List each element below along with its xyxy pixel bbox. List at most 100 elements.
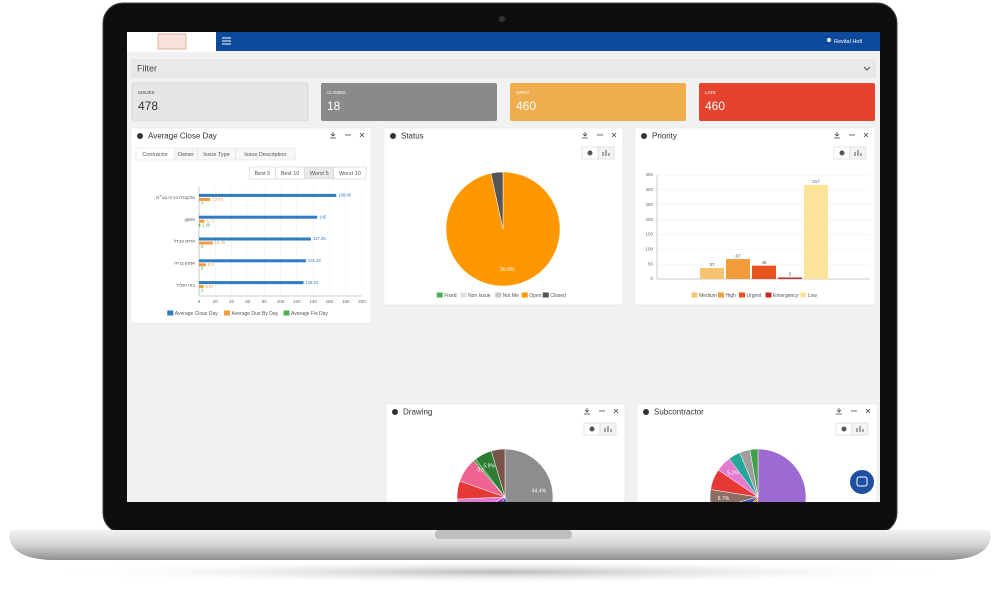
widget-panel bbox=[130, 127, 372, 324]
data-label: 168.45 bbox=[338, 193, 351, 198]
more-icon[interactable] bbox=[851, 410, 853, 412]
data-label: 8.5 bbox=[208, 262, 214, 267]
legend-swatch bbox=[436, 292, 443, 298]
user-name[interactable]: Revital Hofi bbox=[834, 39, 862, 45]
bar bbox=[199, 215, 318, 219]
y-tick-label: אמנון בנייה bbox=[174, 260, 195, 265]
widget-title: Subcontractor bbox=[654, 408, 704, 417]
data-label: 67 bbox=[735, 253, 741, 258]
chat-button[interactable] bbox=[850, 470, 874, 494]
widget-icon bbox=[390, 133, 396, 139]
legend-label: Average Due By Day bbox=[232, 311, 279, 317]
data-label: 5.67 bbox=[206, 284, 215, 289]
filter-button[interactable] bbox=[333, 166, 367, 180]
more-icon[interactable] bbox=[599, 134, 601, 136]
x-tick-label: 100 bbox=[277, 299, 285, 304]
more-icon[interactable] bbox=[349, 134, 351, 136]
bar-toggle-icon bbox=[604, 426, 612, 432]
bar-toggle-icon bbox=[602, 150, 610, 156]
data-label: 5 bbox=[789, 272, 792, 277]
data-label: 13.92 bbox=[212, 197, 223, 202]
close-icon[interactable] bbox=[613, 408, 619, 414]
more-icon[interactable] bbox=[599, 410, 601, 412]
download-icon[interactable] bbox=[836, 408, 842, 415]
more-icon[interactable] bbox=[851, 134, 853, 136]
close-icon[interactable] bbox=[359, 132, 365, 138]
user-icon bbox=[827, 38, 831, 42]
card-value: 18 bbox=[327, 99, 341, 113]
x-tick-label: 200 bbox=[358, 299, 366, 304]
bar bbox=[752, 265, 776, 279]
data-label: 5.2% bbox=[727, 471, 739, 477]
more-icon[interactable] bbox=[603, 410, 605, 412]
legend-label: Closed bbox=[550, 293, 566, 299]
more-icon[interactable] bbox=[597, 134, 599, 136]
legend-label: Urgent bbox=[747, 293, 763, 299]
y-tick-label: 350 bbox=[645, 172, 653, 177]
data-label: 317 bbox=[812, 179, 820, 184]
close-icon[interactable] bbox=[863, 132, 869, 138]
pie-slice bbox=[490, 171, 504, 230]
more-icon[interactable] bbox=[849, 134, 851, 136]
data-label: 96.6% bbox=[500, 267, 515, 273]
download-icon[interactable] bbox=[584, 408, 590, 415]
more-icon[interactable] bbox=[601, 410, 603, 412]
x-tick-label: 40 bbox=[229, 299, 235, 304]
widget-icon bbox=[641, 133, 647, 139]
legend-swatch bbox=[521, 292, 528, 298]
pie-toggle-icon bbox=[841, 426, 847, 432]
y-tick-label: 50 bbox=[648, 261, 654, 266]
bar bbox=[778, 277, 802, 279]
x-tick-label: 140 bbox=[309, 299, 317, 304]
widget-title: Average Close Day bbox=[148, 132, 217, 141]
button-label: Worst 10 bbox=[339, 171, 361, 177]
stat-card bbox=[510, 83, 686, 121]
legend-label: Non Issue bbox=[468, 293, 491, 299]
pie-slice bbox=[738, 496, 759, 502]
data-label: 0 bbox=[201, 201, 204, 206]
close-icon[interactable] bbox=[865, 408, 871, 414]
y-tick-label: 100 bbox=[645, 246, 653, 251]
data-label: 16.75 bbox=[215, 240, 226, 245]
legend-swatch bbox=[542, 292, 549, 298]
more-icon[interactable] bbox=[853, 410, 855, 412]
data-label: 128.22 bbox=[305, 280, 318, 285]
data-label: 131.18 bbox=[308, 258, 321, 263]
more-icon[interactable] bbox=[601, 134, 603, 136]
close-icon[interactable] bbox=[611, 132, 617, 138]
card-label: OPEN bbox=[516, 90, 529, 95]
widget-icon bbox=[392, 409, 398, 415]
legend-swatch bbox=[460, 292, 467, 298]
data-label: 37 bbox=[709, 262, 715, 267]
pie-slice bbox=[749, 448, 759, 498]
legend-swatch bbox=[718, 292, 724, 298]
bar-toggle-icon bbox=[854, 150, 862, 156]
button-label: Worst 5 bbox=[310, 171, 329, 177]
more-icon[interactable] bbox=[855, 410, 857, 412]
chat-icon bbox=[856, 476, 868, 487]
y-tick-label: אחים עבדל bbox=[174, 239, 196, 244]
bar bbox=[804, 184, 828, 279]
legend-swatch bbox=[224, 310, 230, 316]
data-label: 0 bbox=[201, 288, 204, 293]
bar bbox=[199, 219, 205, 223]
bar bbox=[199, 223, 201, 227]
more-icon[interactable] bbox=[345, 134, 347, 136]
download-icon[interactable] bbox=[834, 132, 840, 139]
more-icon[interactable] bbox=[853, 134, 855, 136]
data-label: 1.46 bbox=[202, 222, 211, 227]
more-icon[interactable] bbox=[347, 134, 349, 136]
download-icon[interactable] bbox=[330, 132, 336, 139]
download-icon[interactable] bbox=[582, 132, 588, 139]
tab[interactable] bbox=[235, 147, 296, 161]
notch bbox=[435, 530, 572, 539]
pie-slice bbox=[491, 448, 506, 498]
legend-label: Average Close Day bbox=[175, 311, 218, 317]
laptop-base bbox=[9, 530, 991, 560]
pie-slice bbox=[495, 496, 506, 502]
legend-label: Average Fix Day bbox=[291, 311, 328, 317]
filter-bar[interactable] bbox=[131, 59, 876, 78]
tab-label: Contractor bbox=[142, 152, 168, 158]
data-label: 6.71 bbox=[206, 218, 215, 223]
